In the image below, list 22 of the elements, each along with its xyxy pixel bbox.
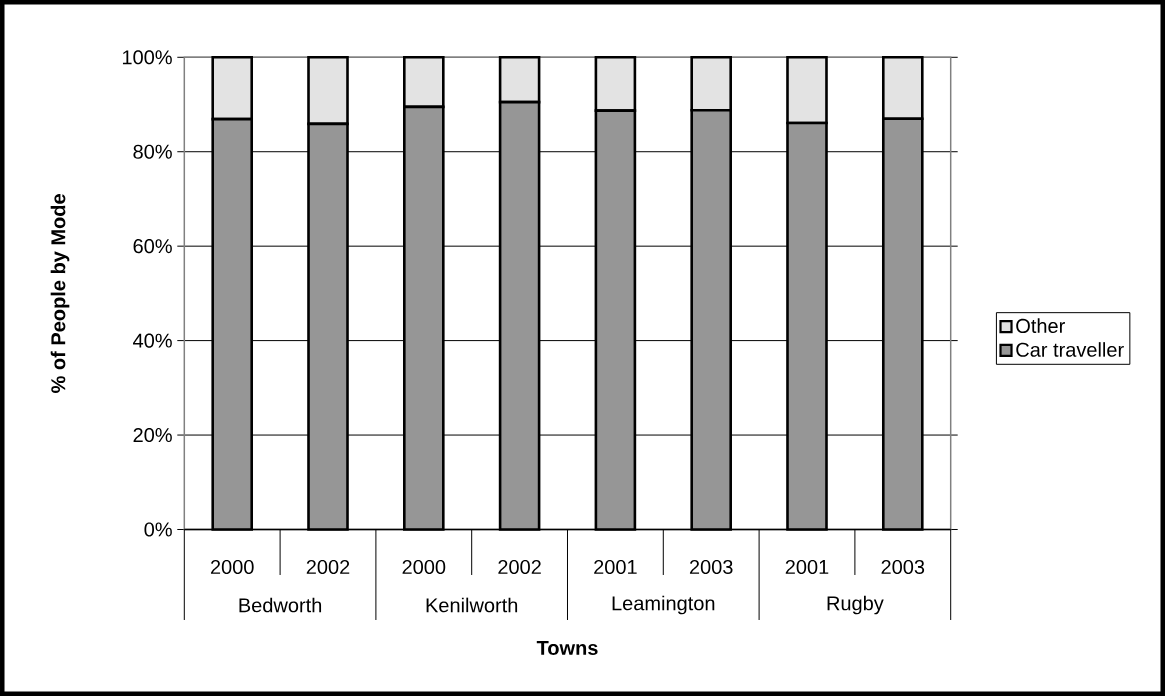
y-tick-label: 100% — [122, 50, 172, 65]
y-tick-label: 0% — [144, 522, 172, 537]
x-tick-label: 2000 — [210, 559, 254, 575]
x-tick-label: 2001 — [594, 559, 637, 575]
x-tick-label: 2003 — [881, 559, 925, 575]
y-tick-label: 20% — [133, 427, 172, 443]
text: Kenilworth — [426, 597, 518, 613]
x-axis-title: Towns — [536, 641, 598, 655]
y-axis-title: % of People by Mode — [50, 194, 70, 393]
text: Bedworth — [239, 597, 322, 613]
x-tick-label: 2003 — [689, 559, 733, 575]
y-tick-label: 60% — [133, 239, 172, 254]
legend-label: Car traveller — [1016, 342, 1124, 357]
text: Leamington — [612, 595, 715, 615]
x-tick-label: 2002 — [306, 559, 350, 575]
x-tick-label: 2001 — [785, 559, 829, 575]
text: Rugby — [827, 595, 884, 615]
x-tick-label: 2002 — [498, 559, 541, 575]
y-tick-label: 40% — [133, 333, 172, 348]
x-tick-label: 2000 — [402, 559, 446, 575]
legend-label: Other — [1016, 318, 1065, 334]
y-tick-label: 80% — [133, 144, 172, 159]
